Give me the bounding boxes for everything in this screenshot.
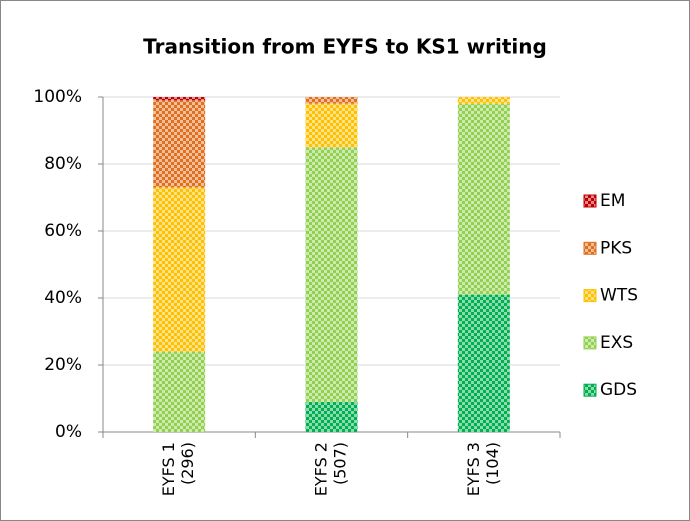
y-tick-label: 80%: [44, 154, 82, 174]
bar-segment: [305, 97, 358, 104]
legend-label: WTS: [600, 286, 638, 306]
bar-segment: [457, 103, 510, 295]
x-tick-label: (296): [178, 442, 197, 485]
x-tick-label: EYFS 3: [464, 442, 483, 496]
bar-segment: [153, 97, 206, 101]
x-tick-label: (507): [331, 442, 350, 485]
bar-segment: [153, 100, 206, 188]
legend-label: PKS: [600, 238, 632, 258]
bar-segment: [457, 294, 510, 432]
legend-swatch: [583, 383, 597, 397]
bar-segment: [153, 351, 206, 432]
bar-segment: [305, 147, 358, 402]
y-tick-label: 100%: [33, 87, 82, 107]
legend-label: EXS: [600, 333, 633, 353]
legend-label: GDS: [600, 380, 637, 400]
legend-swatch: [583, 336, 597, 350]
x-tick-label: EYFS 1: [159, 442, 178, 496]
y-tick-label: 0%: [55, 422, 82, 442]
y-tick-label: 60%: [44, 221, 82, 241]
y-tick-label: 20%: [44, 355, 82, 375]
legend-label: EM: [600, 191, 625, 211]
x-tick-label: EYFS 2: [312, 442, 331, 496]
bar-segment: [457, 97, 510, 104]
bar-segment: [153, 187, 206, 352]
y-tick-label: 40%: [44, 288, 82, 308]
chart-title: Transition from EYFS to KS1 writing: [143, 35, 547, 59]
legend-swatch: [583, 289, 597, 303]
legend-swatch: [583, 241, 597, 255]
bar-segment: [305, 103, 358, 148]
legend-swatch: [583, 194, 597, 208]
bar-segment: [305, 401, 358, 432]
x-tick-label: (104): [483, 442, 502, 485]
